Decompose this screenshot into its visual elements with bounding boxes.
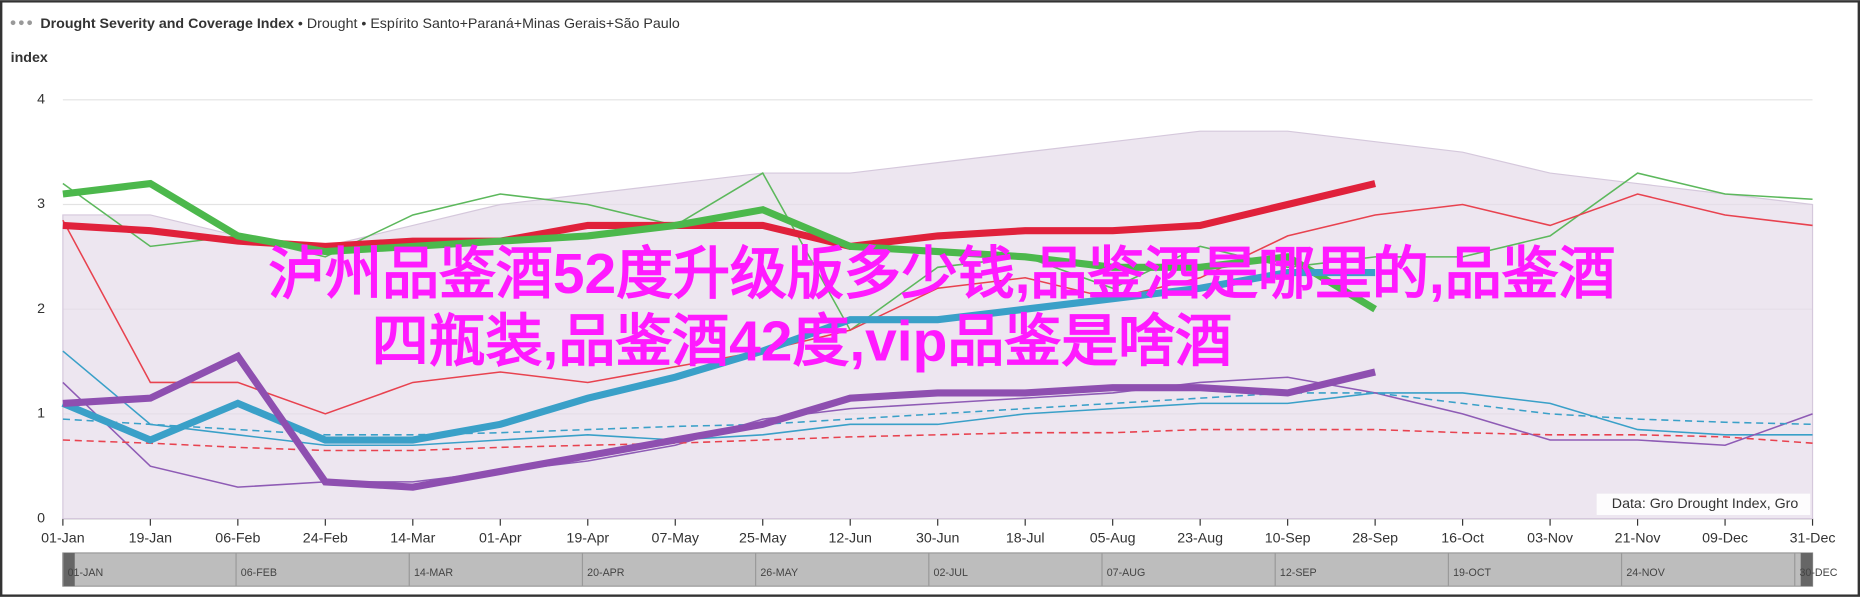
overlay-text: 四瓶装,品鉴酒42度,vip品鉴是啥酒: [372, 309, 1232, 373]
dot: [10, 20, 16, 26]
x-tick-label: 19-Apr: [566, 530, 609, 546]
navigator-label: 01-JAN: [68, 567, 104, 579]
bold-line: [62, 179, 1377, 313]
y-axis-label: index: [11, 50, 48, 66]
navigator-handle[interactable]: [1800, 552, 1813, 587]
source: Data: Gro Drought Index, Gro: [1612, 496, 1799, 512]
navigator-label: 26-MAY: [760, 567, 798, 579]
x-tick-label: 05-Aug: [1090, 530, 1136, 546]
y-tick-label: 3: [37, 196, 45, 212]
y-tick-label: 2: [37, 301, 45, 317]
x-tick-label: 19-Jan: [129, 530, 172, 546]
y-tick-label: 4: [37, 92, 45, 108]
x-tick-label: 25-May: [739, 530, 787, 546]
line: [62, 350, 1813, 447]
x-tick-label: 07-May: [652, 530, 700, 546]
x-tick-label: 21-Nov: [1615, 530, 1662, 546]
navigator-label: 19-OCT: [1453, 567, 1491, 579]
navigator-label: 06-FEB: [241, 567, 277, 579]
navigator-label: 20-APR: [587, 567, 625, 579]
chart-title: Drought Severity and Coverage Index • Dr…: [40, 16, 680, 32]
x-tick-label: 28-Sep: [1352, 530, 1398, 546]
x-tick-label: 30-Jun: [916, 530, 959, 546]
navigator-handle[interactable]: [62, 552, 75, 587]
y-tick-label: 0: [37, 510, 45, 526]
bold-line: [62, 351, 1376, 491]
menu-dots[interactable]: [10, 20, 33, 26]
title: Drought Severity and Coverage Index: [40, 16, 294, 32]
y-tick-label: 1: [37, 406, 45, 422]
x-tick-label: 14-Mar: [390, 530, 435, 546]
navigator-label: 02-JUL: [934, 567, 968, 579]
x-tick-label: 01-Apr: [479, 530, 522, 546]
subtitle: • Drought • Espírito Santo+Paraná+Minas …: [298, 16, 680, 32]
x-tick-label: 10-Sep: [1265, 530, 1311, 546]
navigator-label: 07-AUG: [1107, 567, 1146, 579]
x-tick-label: 24-Feb: [303, 530, 348, 546]
line: [62, 193, 1813, 415]
x-tick-label: 09-Dec: [1702, 530, 1748, 546]
navigator-label: 14-MAR: [414, 567, 453, 579]
x-tick-label: 23-Aug: [1177, 530, 1223, 546]
x-tick-label: 31-Dec: [1790, 530, 1836, 546]
line: [62, 392, 1813, 436]
source-box: [1596, 493, 1811, 515]
dot: [27, 20, 33, 26]
x-tick-label: 06-Feb: [215, 530, 260, 546]
navigator-label: 24-NOV: [1626, 567, 1665, 579]
x-tick-label: 01-Jan: [41, 530, 84, 546]
overlay-text: 泸州品鉴酒52度升级版多少钱,品鉴酒是哪里的,品鉴酒: [268, 242, 1615, 306]
navigator-label: 30-DEC: [1800, 567, 1838, 579]
x-tick-label: 16-Oct: [1441, 530, 1484, 546]
navigator-label: 12-SEP: [1280, 567, 1317, 579]
x-tick-label: 12-Jun: [828, 530, 871, 546]
dot: [18, 20, 24, 26]
x-tick-label: 18-Jul: [1006, 530, 1045, 546]
plot-area: 0 1 2 3 4 01-Jan 19-Jan 06-Feb 24-Feb 14-Mar 01-Ap…: [37, 92, 1835, 547]
x-tick-label: 03-Nov: [1527, 530, 1574, 546]
